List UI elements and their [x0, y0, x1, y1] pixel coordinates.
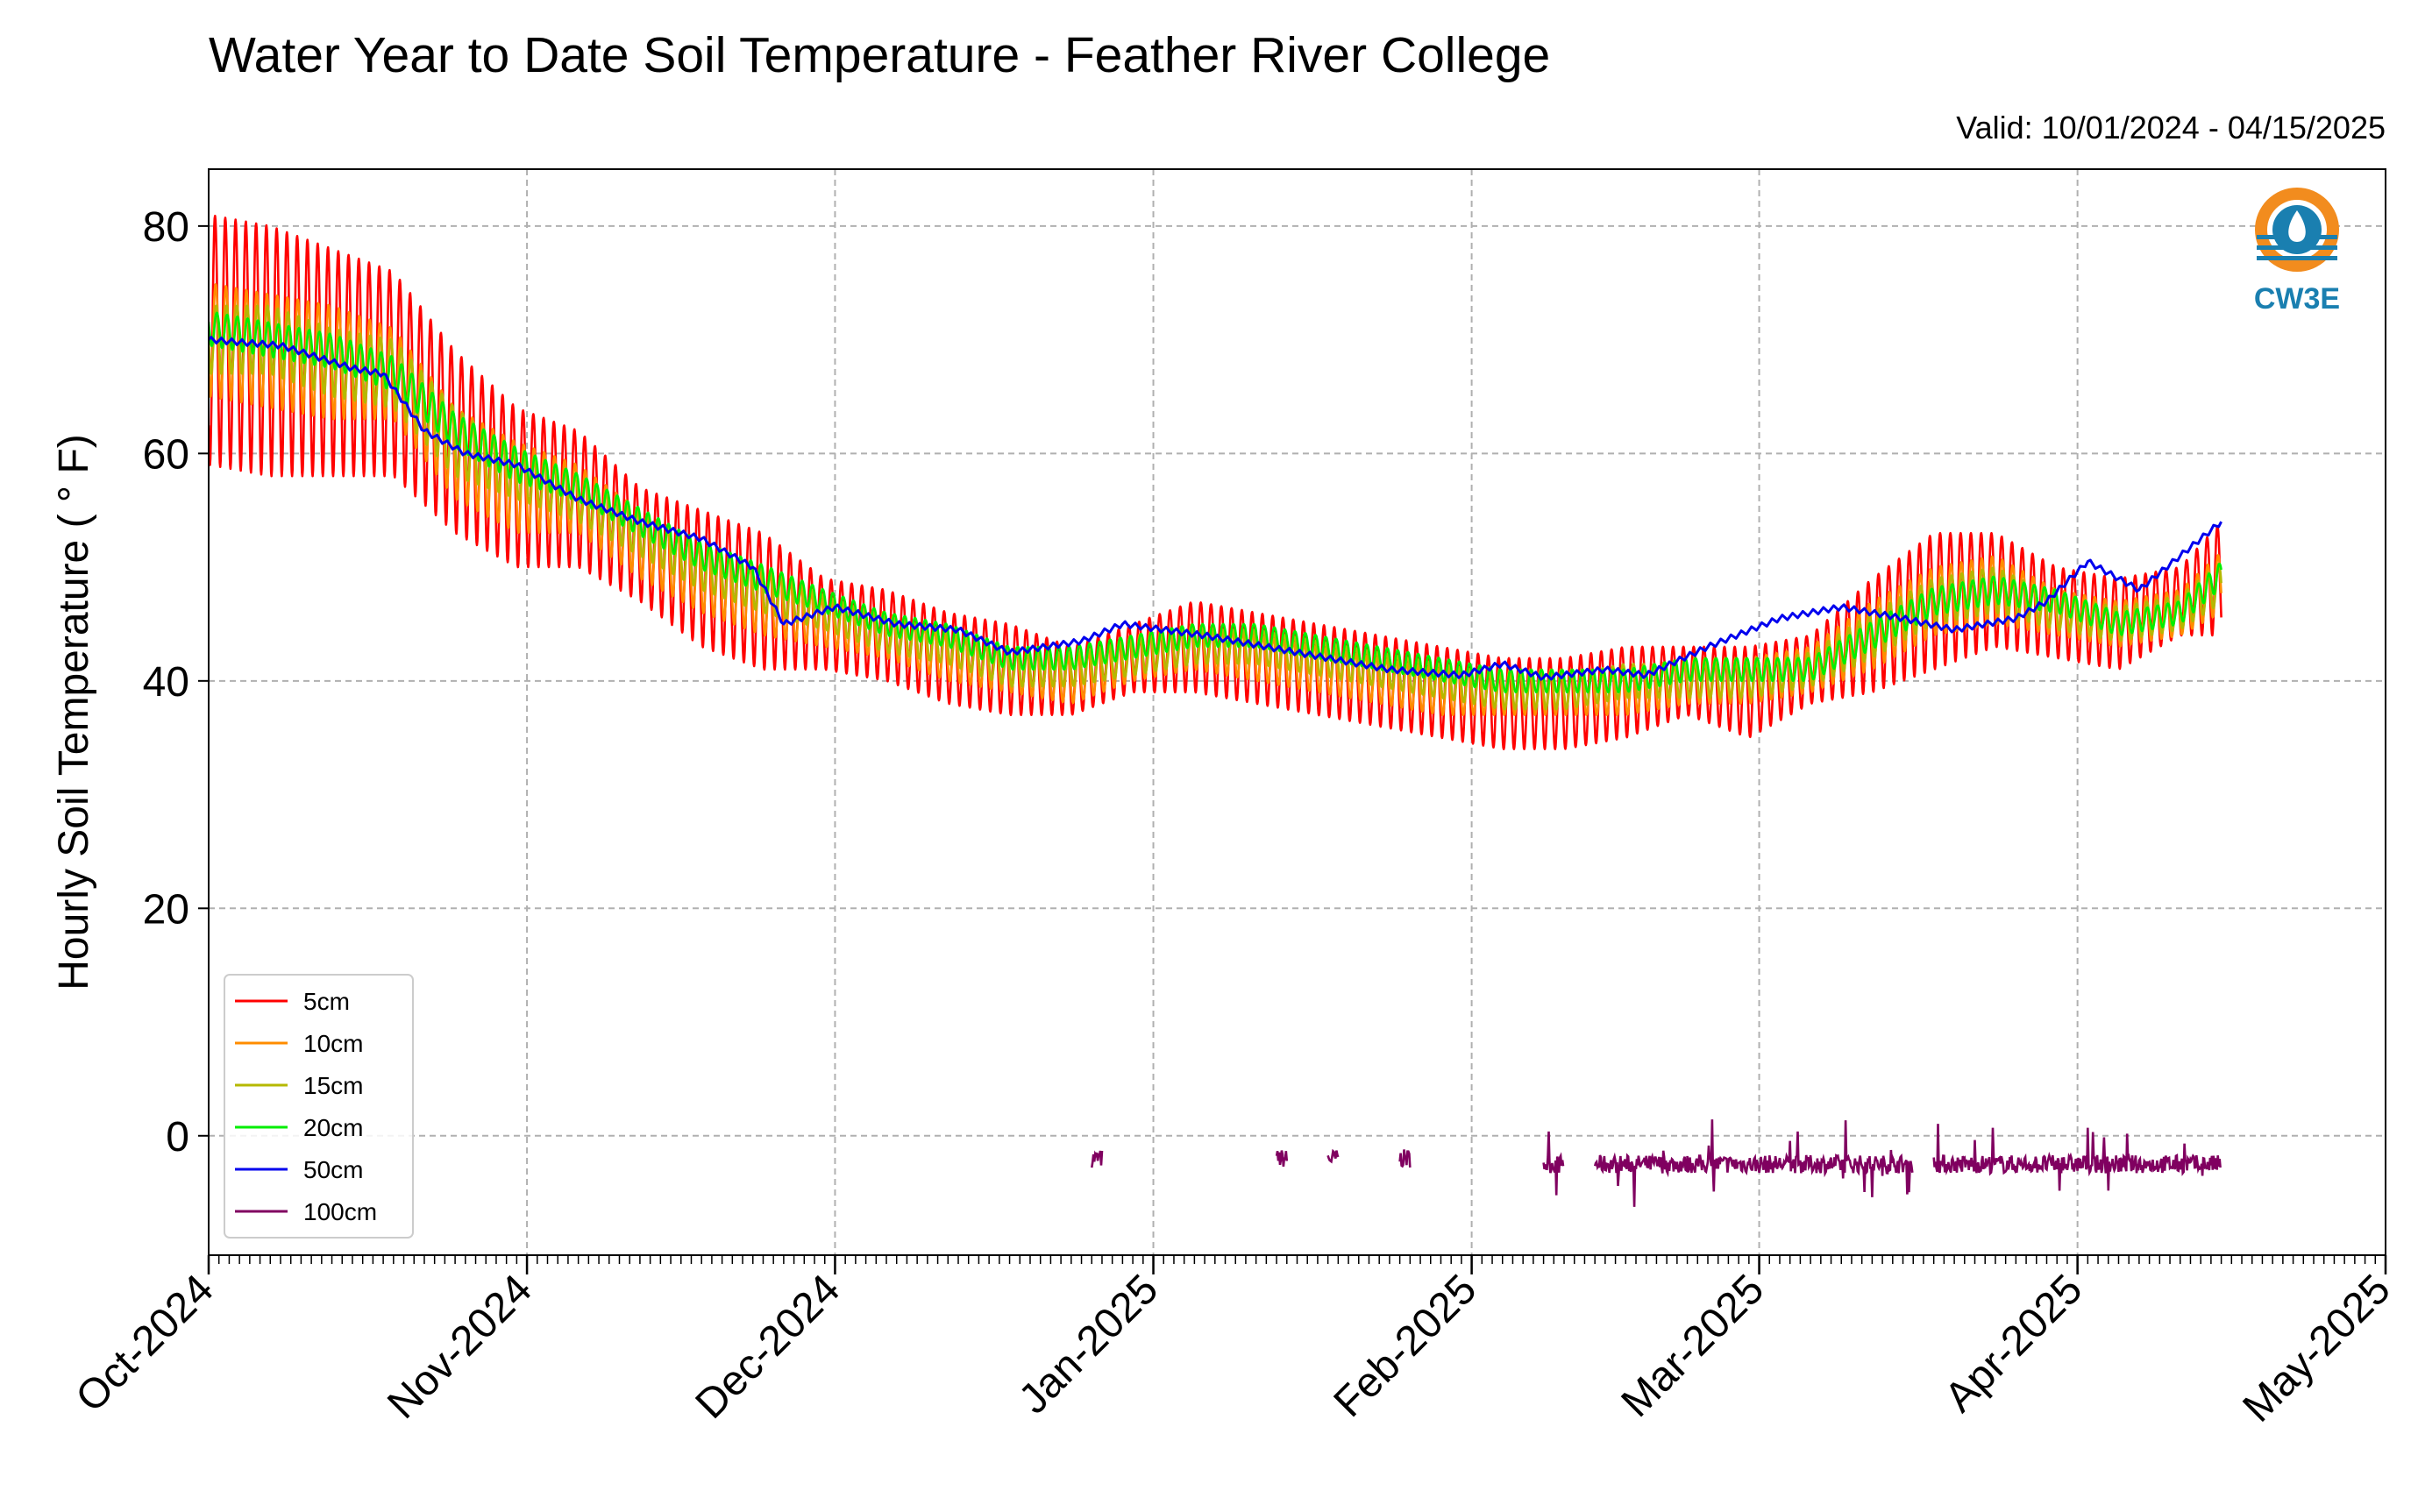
series-line-100cm: [1593, 1119, 1914, 1207]
legend-label-50cm: 50cm: [303, 1156, 363, 1183]
series-line-100cm: [1542, 1131, 1565, 1196]
logo-wave: [2257, 245, 2337, 250]
legend-label-100cm: 100cm: [303, 1198, 377, 1225]
series-line-100cm: [1932, 1124, 2222, 1191]
grid-lines: [209, 169, 2386, 1255]
x-tick-label: Jan-2025: [1010, 1266, 1167, 1423]
water-drop-icon: [2288, 210, 2306, 242]
x-tick-label: Oct-2024: [68, 1266, 223, 1421]
y-tick-label: 40: [143, 659, 189, 706]
x-tick-label: May-2025: [2234, 1266, 2399, 1430]
legend-label-10cm: 10cm: [303, 1030, 363, 1057]
chart-title: Water Year to Date Soil Temperature - Fe…: [209, 27, 1551, 83]
series-line-100cm: [1326, 1148, 1340, 1164]
legend-box: [224, 974, 414, 1239]
y-tick-label: 60: [143, 431, 189, 478]
y-tick-label: 80: [143, 204, 189, 251]
series-line-50cm: [209, 336, 2222, 681]
cw3e-logo: CW3E: [2254, 188, 2340, 316]
y-tick-label: 0: [166, 1114, 189, 1161]
series-lines: [209, 215, 2222, 1207]
logo-wave: [2257, 256, 2337, 260]
series-line-100cm: [1091, 1150, 1104, 1168]
series-line-100cm: [1275, 1150, 1289, 1168]
legend-label-15cm: 15cm: [303, 1072, 363, 1099]
series-line-100cm: [1398, 1149, 1412, 1168]
y-tick-label: 20: [143, 886, 189, 933]
series-line-20cm: [209, 311, 2222, 694]
x-tick-label: Mar-2025: [1613, 1266, 1774, 1426]
legend-label-5cm: 5cm: [303, 988, 350, 1015]
x-tick-label: Dec-2024: [687, 1266, 850, 1428]
legend-label-20cm: 20cm: [303, 1114, 363, 1141]
y-axis-label: Hourly Soil Temperature ( ° F): [51, 434, 97, 990]
legend: 5cm 10cm 15cm 20cm 50cm 100cm: [224, 974, 414, 1239]
x-tick-label: Apr-2025: [1936, 1266, 2091, 1421]
valid-date-range: Valid: 10/01/2024 - 04/15/2025: [1956, 110, 2386, 146]
x-tick-label: Nov-2024: [379, 1266, 541, 1428]
x-tick-label: Feb-2025: [1326, 1266, 1486, 1426]
plot-frame: [208, 168, 2386, 1256]
logo-text: CW3E: [2254, 282, 2340, 316]
